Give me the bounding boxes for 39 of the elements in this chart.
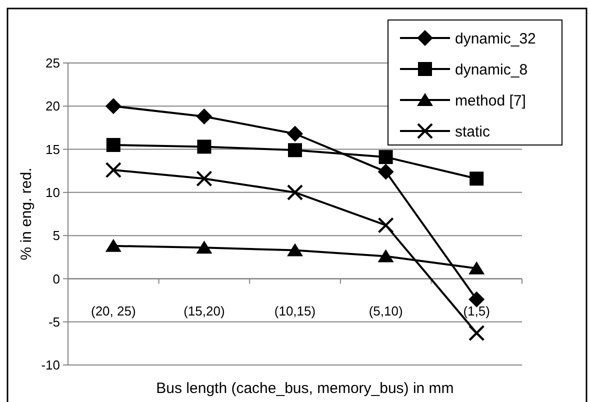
y-tick-label: -10 [41,358,60,373]
point [196,108,212,124]
point [105,98,122,114]
point [378,150,393,164]
point [470,172,484,186]
x-tick-label: (5,10) [368,304,403,319]
point [468,324,485,342]
x-tick-label: (15,20) [184,304,225,319]
x-axis-title: Bus length (cache_bus, memory_bus) in mm [156,380,454,397]
y-tick-label: 25 [46,56,60,71]
point [378,249,394,262]
point [106,138,120,152]
point [468,291,485,308]
point [287,243,303,256]
legend-label: dynamic_8 [455,61,528,78]
y-tick-label: 5 [52,228,60,244]
x-tick-label: (20, 25) [90,304,136,319]
point [378,164,394,180]
point [197,140,212,154]
point [288,143,302,158]
legend-label: dynamic_32 [455,30,536,48]
point [287,126,303,142]
point [378,217,394,234]
y-tick-label: 0 [52,271,60,286]
y-axis-title: % in eng. red. [18,168,35,260]
y-tick-label: -5 [48,314,60,330]
y-tick-label: 15 [46,142,60,157]
y-tick-label: 10 [46,184,60,200]
point [105,162,122,178]
legend-label: method [7] [455,92,526,110]
point [105,238,122,252]
point [196,170,212,187]
point [196,240,212,254]
x-tick-label: (10,15) [274,304,316,319]
point [286,184,304,201]
legend-label: static [455,123,491,140]
y-tick-label: 20 [46,98,60,114]
point [468,261,485,274]
x-tick-label: (1,5) [463,304,490,319]
